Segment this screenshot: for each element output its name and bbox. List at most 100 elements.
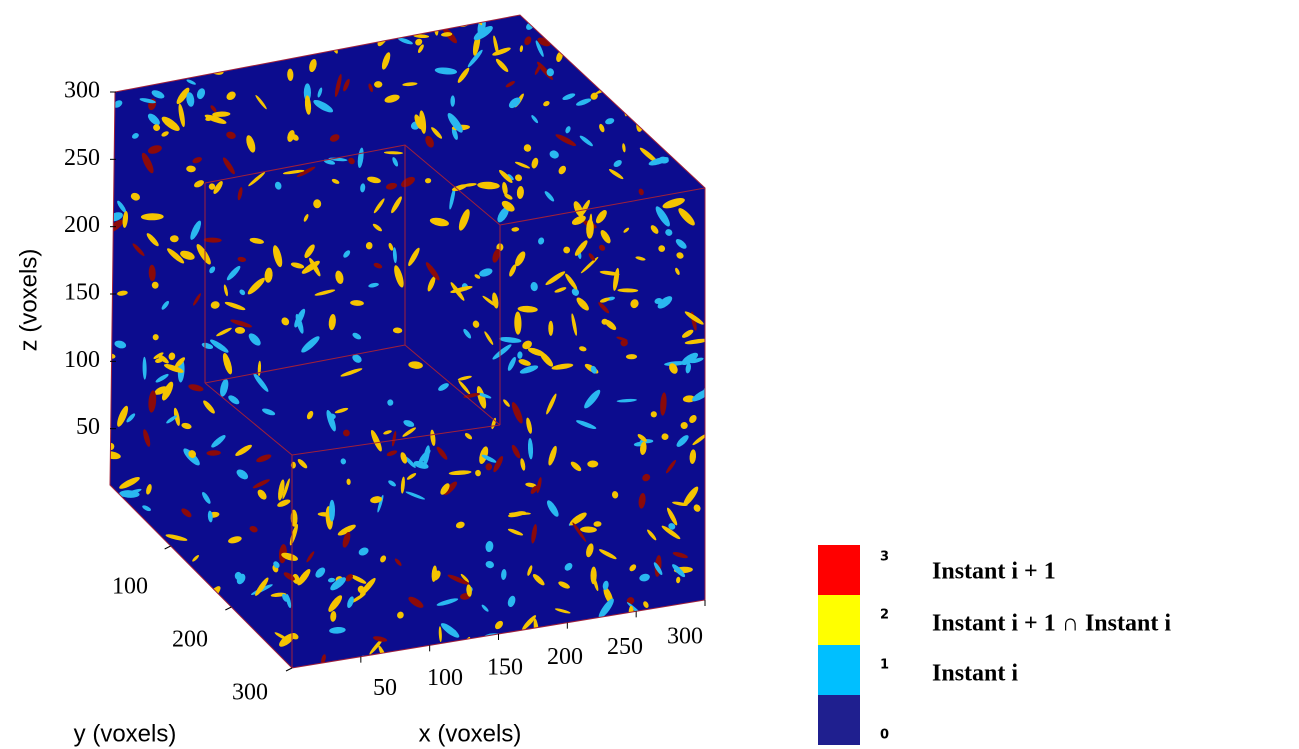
x-tick-label: 300 [667, 624, 703, 650]
voxel-blob [400, 476, 405, 494]
voxel-blob [497, 207, 509, 223]
voxel-blob [644, 74, 650, 86]
voxel-blob [417, 44, 424, 54]
voxel-blob [130, 74, 142, 82]
colorbar-level: 2 [880, 608, 889, 623]
voxel-blob [678, 208, 695, 226]
voxel-blob [546, 15, 555, 26]
voxel-blob [580, 256, 599, 274]
voxel-blob [151, 281, 159, 289]
voxel-blob [665, 459, 677, 474]
voxel-blob [635, 256, 646, 261]
voxel-blob [159, 623, 164, 631]
voxel-blob [340, 368, 363, 377]
voxel-blob [548, 320, 554, 336]
voxel-blob [146, 484, 152, 495]
voxel-blob [598, 302, 610, 314]
voxel-blob [473, 26, 493, 41]
voxel-blob [671, 115, 678, 122]
y-tick-label: 200 [172, 627, 208, 653]
voxel-blob [531, 115, 539, 124]
voxel-blob [590, 566, 597, 585]
voxel-blob [329, 499, 335, 522]
voxel-blob [532, 574, 545, 586]
voxel-blob [507, 356, 516, 371]
voxel-blob [388, 480, 397, 487]
voxel-blob [522, 340, 532, 350]
voxel-blob [278, 479, 285, 501]
voxel-blob [571, 288, 580, 296]
voxel-blob [211, 435, 226, 448]
voxel-blob [180, 598, 185, 612]
voxel-blob [373, 636, 388, 642]
voxel-blob [672, 551, 688, 559]
voxel-blob [408, 596, 424, 608]
voxel-blob [599, 549, 617, 560]
voxel-blob [485, 463, 493, 471]
voxel-blob [535, 40, 544, 57]
voxel-blob [474, 274, 481, 279]
voxel-blob [237, 187, 243, 201]
voxel-blob [237, 256, 247, 262]
voxel-blob [684, 311, 704, 325]
voxel-blob [682, 395, 696, 403]
voxel-blob [184, 611, 205, 621]
x-axis-label: x (voxels) [419, 720, 522, 747]
voxel-blob [507, 528, 524, 536]
voxel-blob [392, 327, 403, 334]
voxel-blob [425, 135, 434, 148]
voxel-blob [383, 430, 392, 435]
voxel-blob [700, 119, 705, 131]
voxel-volume [110, 15, 705, 668]
voxel-blob [117, 290, 128, 296]
voxel-blob [431, 127, 443, 139]
voxel-blob [692, 388, 705, 402]
voxel-blob [485, 561, 495, 569]
voxel-blob [177, 598, 185, 603]
voxel-blob [139, 98, 156, 104]
voxel-blob [654, 297, 663, 305]
voxel-blob [188, 450, 196, 459]
voxel-blob [464, 658, 487, 666]
voxel-blob [212, 111, 231, 117]
voxel-blob [393, 15, 410, 23]
voxel-blob [273, 561, 280, 569]
voxel-blob [262, 408, 276, 416]
voxel-blob [213, 181, 223, 194]
voxel-blob [458, 209, 470, 231]
voxel-blob [554, 287, 567, 293]
voxel-blob [127, 524, 136, 531]
voxel-blob [150, 588, 161, 596]
voxel-blob [161, 116, 180, 131]
voxel-blob [669, 363, 678, 374]
voxel-blob [447, 112, 463, 133]
voxel-blob [580, 622, 597, 630]
voxel-blob [472, 320, 480, 328]
voxel-blob [492, 248, 500, 263]
voxel-blob [568, 30, 575, 40]
voxel-blob [314, 289, 336, 296]
voxel-blob [669, 133, 682, 147]
voxel-blob [519, 365, 539, 374]
voxel-blob [427, 276, 436, 292]
voxel-blob [133, 528, 138, 537]
voxel-blob [309, 257, 321, 277]
voxel-blob [511, 227, 520, 232]
voxel-blob [117, 200, 127, 213]
voxel-blob [643, 63, 657, 75]
voxel-blob [152, 334, 159, 341]
voxel-blob [526, 417, 533, 434]
voxel-blob [675, 239, 687, 249]
voxel-blob [347, 596, 354, 609]
voxel-blob [304, 244, 315, 259]
voxel-blob [169, 15, 178, 28]
voxel-blob [256, 454, 272, 463]
voxel-blob [684, 338, 705, 345]
voxel-blob [370, 496, 383, 504]
voxel-blob [531, 524, 537, 544]
z-tick-label: 100 [64, 347, 100, 373]
voxel-blob [352, 354, 362, 363]
voxel-blob [181, 508, 192, 518]
voxel-blob [301, 336, 320, 353]
voxel-blob [681, 603, 688, 617]
